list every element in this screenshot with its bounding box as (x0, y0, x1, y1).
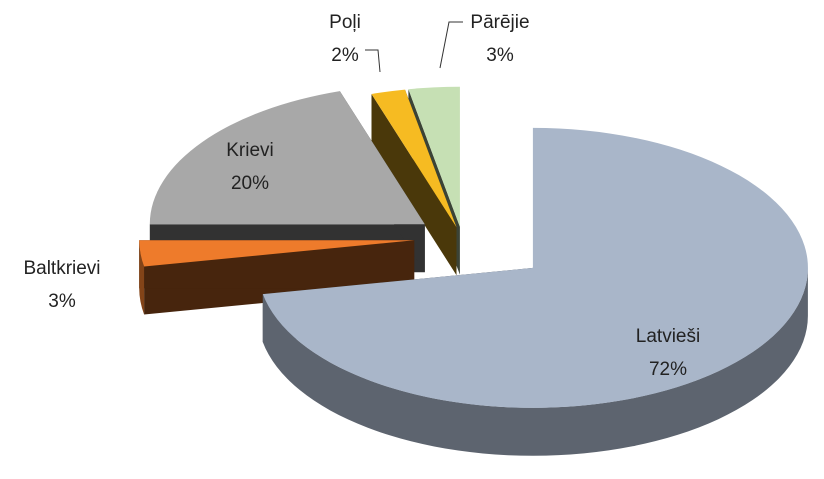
slice (408, 86, 460, 227)
slice (139, 240, 415, 267)
slice-value: 3% (486, 45, 514, 66)
slice (149, 91, 425, 225)
slice (371, 89, 457, 228)
slice-label: Krievi (226, 140, 274, 161)
leader-line (365, 49, 381, 73)
slice-label: Pārējie (470, 12, 529, 33)
slice-value: 72% (649, 359, 687, 380)
slice-label: Latvieši (636, 326, 700, 347)
slice-label: Baltkrievi (23, 258, 100, 279)
slice-side (371, 94, 457, 276)
slice-value: 20% (231, 173, 269, 194)
slice-wall (262, 267, 808, 456)
leader-line (439, 21, 463, 69)
slice-label: Poļi (329, 12, 361, 33)
slice-wall (139, 240, 145, 315)
pie-slice (371, 89, 457, 276)
pie-slice (262, 127, 808, 456)
pie-slice (139, 240, 415, 315)
slice (262, 127, 808, 408)
slice-value: 3% (48, 291, 76, 312)
slice-value: 2% (331, 45, 359, 66)
